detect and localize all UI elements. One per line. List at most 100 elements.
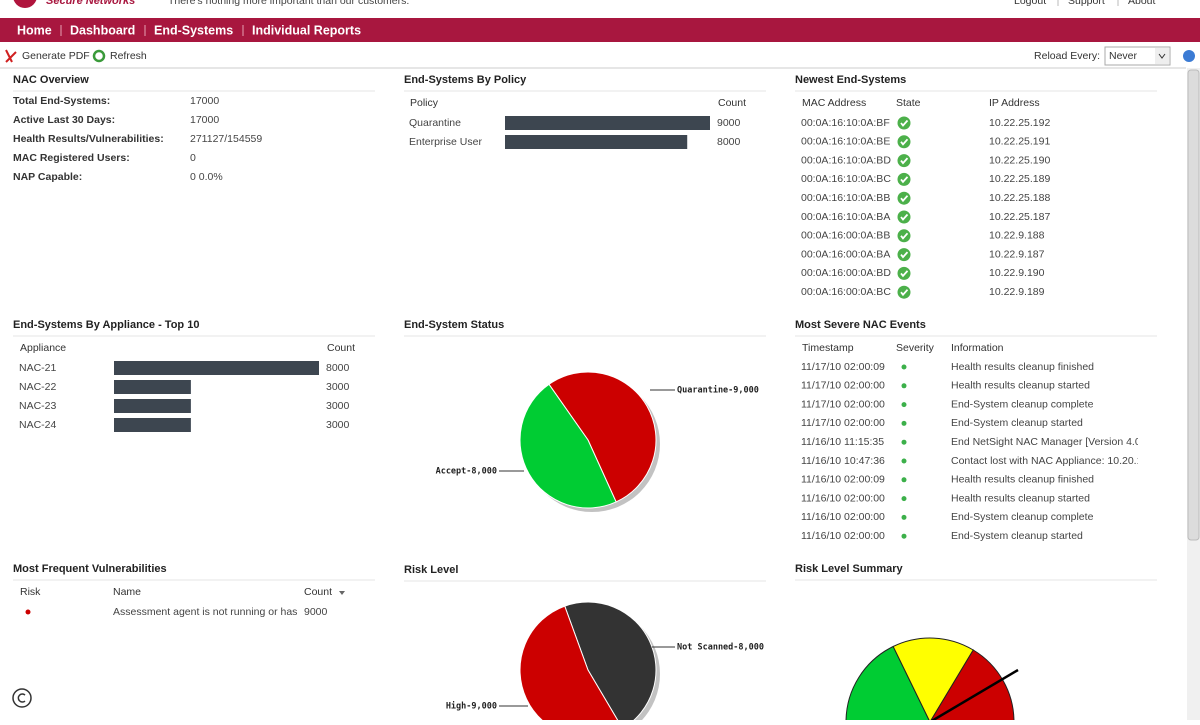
state-icon [897, 116, 911, 130]
state-icon [897, 191, 911, 205]
information: Health results cleanup started [951, 492, 1090, 504]
mac-address: 00:0A:16:00:0A:BB [801, 230, 890, 242]
information: Contact lost with NAC Appliance: 10.20.1 [951, 455, 1143, 467]
timestamp: 11/17/10 02:00:00 [801, 417, 885, 429]
panel-title: Most Frequent Vulnerabilities [13, 563, 167, 575]
check [900, 157, 909, 165]
severity-icon [901, 496, 907, 502]
nav-item[interactable]: End-Systems [154, 23, 233, 37]
column-header: Name [113, 586, 141, 598]
overview-value: 17000 [190, 114, 219, 126]
pie-label: Not Scanned-8,000 [677, 643, 764, 653]
vulnerability-count: 9000 [304, 606, 328, 618]
severity-icon [901, 439, 907, 445]
copyright-icon [12, 688, 32, 708]
information: End NetSight NAC Manager [Version 4.0.0 [951, 436, 1150, 448]
mac-address: 00:0A:16:10:0A:BF [801, 117, 890, 129]
state-icon [897, 210, 911, 224]
ip-address: 10.22.9.188 [989, 230, 1045, 242]
select-arrow [1158, 53, 1166, 59]
gauge-segment [892, 637, 974, 724]
information: Health results cleanup finished [951, 474, 1094, 486]
risk-icon [25, 609, 31, 615]
check [900, 289, 909, 297]
row-name: NAC-21 [19, 362, 57, 374]
pie-label: Quarantine-9,000 [677, 385, 759, 396]
vulnerability-name: Assessment agent is not running or has [113, 606, 297, 618]
ip-address: 10.22.25.187 [989, 211, 1050, 223]
ip-address: 10.22.25.190 [989, 154, 1050, 166]
information: End-System cleanup started [951, 417, 1083, 429]
pie-label: High-9,000 [446, 701, 497, 712]
state-icon [897, 229, 911, 243]
header-link[interactable]: Logout [1014, 0, 1046, 7]
severity-icon [901, 514, 907, 520]
pdf-icon[interactable] [5, 49, 17, 63]
check [900, 176, 909, 184]
check [900, 251, 909, 259]
header-link[interactable]: Support [1068, 0, 1105, 7]
refresh-icon[interactable] [92, 49, 106, 63]
mac-address: 00:0A:16:00:0A:BD [801, 267, 891, 279]
help-icon[interactable] [1183, 50, 1195, 62]
state-icon [897, 154, 911, 168]
timestamp: 11/16/10 10:47:36 [801, 455, 885, 467]
row-count: 8000 [326, 362, 350, 374]
toolbar-action[interactable]: Refresh [110, 50, 147, 62]
pie-slice [519, 605, 622, 725]
timestamp: 11/16/10 02:00:09 [801, 474, 885, 486]
information: End-System cleanup complete [951, 511, 1094, 523]
information: End-System cleanup complete [951, 398, 1094, 410]
bar [114, 361, 319, 375]
row-name: Quarantine [409, 117, 461, 129]
row-count: 8000 [717, 136, 741, 148]
gauge-needle [929, 668, 1019, 724]
pie-slice [564, 601, 657, 725]
overview-label: Health Results/Vulnerabilities: [13, 133, 164, 145]
header-link[interactable]: About [1128, 0, 1156, 7]
severity-icon [901, 364, 907, 370]
state-icon [897, 248, 911, 262]
ip-address: 10.22.9.187 [989, 248, 1045, 260]
header-separators [1057, 0, 1119, 6]
select-button[interactable] [1155, 48, 1169, 64]
timestamp: 11/16/10 11:15:35 [801, 436, 884, 448]
row-name: NAC-23 [19, 400, 57, 412]
nav-item[interactable]: Individual Reports [252, 23, 361, 37]
column-header: Count [304, 586, 332, 598]
severity-icon [901, 533, 907, 539]
panel-title: Most Severe NAC Events [795, 319, 926, 331]
state-icon [897, 135, 911, 149]
overview-value: 17000 [190, 95, 219, 107]
row-count: 9000 [717, 117, 741, 129]
column-header: State [896, 97, 921, 109]
panel-title: NAC Overview [13, 74, 89, 86]
mac-address: 00:0A:16:00:0A:BA [801, 248, 890, 260]
toolbar-action[interactable]: Generate PDF [22, 50, 90, 62]
panel-title: End-Systems By Policy [404, 74, 527, 86]
check [900, 119, 909, 127]
scroll-thumb[interactable] [1187, 69, 1200, 541]
row-name: Enterprise User [409, 136, 482, 148]
pie-slice [519, 383, 617, 509]
bar [505, 116, 710, 130]
bar [114, 399, 191, 413]
reload-select[interactable] [1104, 46, 1171, 66]
nav-bar [0, 18, 1200, 42]
timestamp: 11/16/10 02:00:00 [801, 530, 885, 542]
overview-label: NAP Capable: [13, 171, 82, 183]
severity-icon [901, 420, 907, 426]
column-header: Timestamp [802, 342, 854, 354]
state-icon [897, 266, 911, 280]
nav-item[interactable]: Home [17, 23, 52, 37]
nav-item[interactable]: Dashboard [70, 23, 135, 37]
brand: Secure Networks [46, 0, 135, 7]
timestamp: 11/17/10 02:00:00 [801, 398, 885, 410]
overview-value: 0 0.0% [190, 171, 223, 183]
information: Health results cleanup finished [951, 361, 1094, 373]
ip-address: 10.22.9.190 [989, 267, 1045, 279]
information: End-System cleanup started [951, 530, 1083, 542]
column-header: Count [327, 342, 355, 354]
timestamp: 11/16/10 02:00:00 [801, 492, 885, 504]
check [900, 138, 909, 146]
